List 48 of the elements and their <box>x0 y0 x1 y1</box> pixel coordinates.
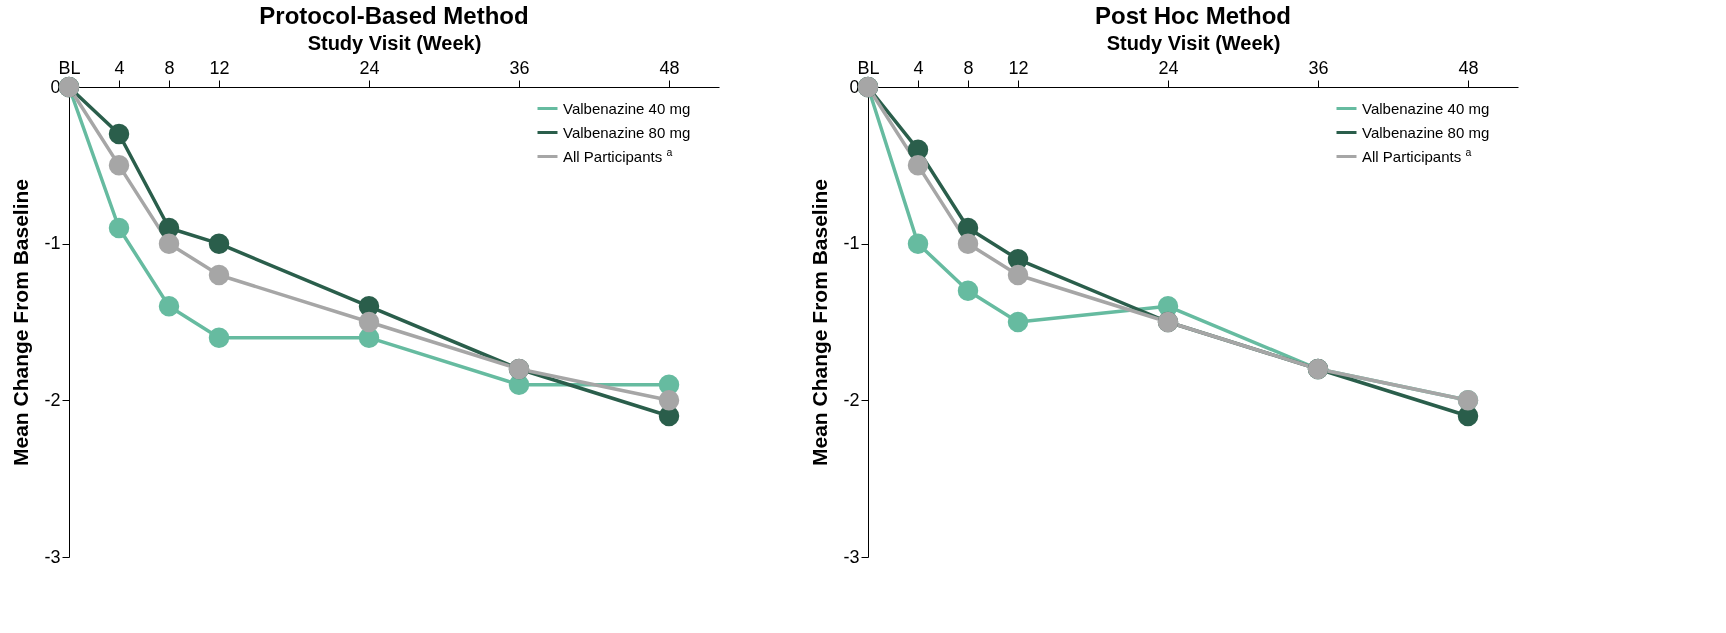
chart-title: Protocol-Based Method <box>259 2 529 29</box>
point <box>907 155 929 176</box>
y-tick-label: -2 <box>843 389 860 410</box>
point <box>957 233 979 254</box>
x-tick-label: 36 <box>509 57 530 78</box>
chart-title: Post Hoc Method <box>1095 2 1291 29</box>
point <box>108 123 130 145</box>
x-tick-label: 24 <box>1158 57 1179 78</box>
x-axis-title: Study Visit (Week) <box>307 31 482 54</box>
point <box>208 327 230 348</box>
x-axis-title: Study Visit (Week) <box>1106 31 1281 54</box>
point <box>208 264 230 286</box>
point <box>158 296 180 317</box>
y-tick-label: -2 <box>44 389 61 410</box>
y-tick-label: -3 <box>843 546 860 567</box>
legend-label: Valbenazine 40 mg <box>1362 99 1490 117</box>
legend-label: All Participants $^{a}$ <box>1362 145 1472 165</box>
y-axis-title: Mean Change From Baseline <box>9 178 33 467</box>
x-tick-label: 12 <box>209 57 230 78</box>
y-tick-label: -1 <box>843 233 860 254</box>
x-tick-label: 4 <box>913 57 924 78</box>
point <box>1007 264 1029 286</box>
y-tick-label: -1 <box>44 233 61 254</box>
legend-label: Valbenazine 80 mg <box>563 123 691 141</box>
y-axis-title: Mean Change From Baseline <box>808 178 832 467</box>
x-tick-label: 4 <box>114 57 125 78</box>
legend-label: Valbenazine 80 mg <box>1362 123 1490 141</box>
x-tick-label: 12 <box>1008 57 1029 78</box>
x-tick-label: BL <box>857 57 880 78</box>
x-tick-label: 8 <box>963 57 974 78</box>
point <box>1007 311 1029 333</box>
point <box>108 217 130 239</box>
x-tick-label: 48 <box>659 57 680 78</box>
point <box>957 280 979 301</box>
point <box>658 390 680 411</box>
x-tick-label: BL <box>58 57 81 78</box>
point <box>158 233 180 254</box>
point <box>108 155 130 176</box>
point <box>907 233 929 254</box>
point <box>208 233 230 254</box>
x-tick-label: 36 <box>1308 57 1329 78</box>
x-tick-label: 8 <box>164 57 175 78</box>
point <box>358 311 380 333</box>
x-tick-label: 48 <box>1458 57 1479 78</box>
legend-label: All Participants $^{a}$ <box>563 145 673 165</box>
y-tick-label: -3 <box>44 546 61 567</box>
x-tick-label: 24 <box>359 57 380 78</box>
legend-label: Valbenazine 40 mg <box>563 99 691 117</box>
